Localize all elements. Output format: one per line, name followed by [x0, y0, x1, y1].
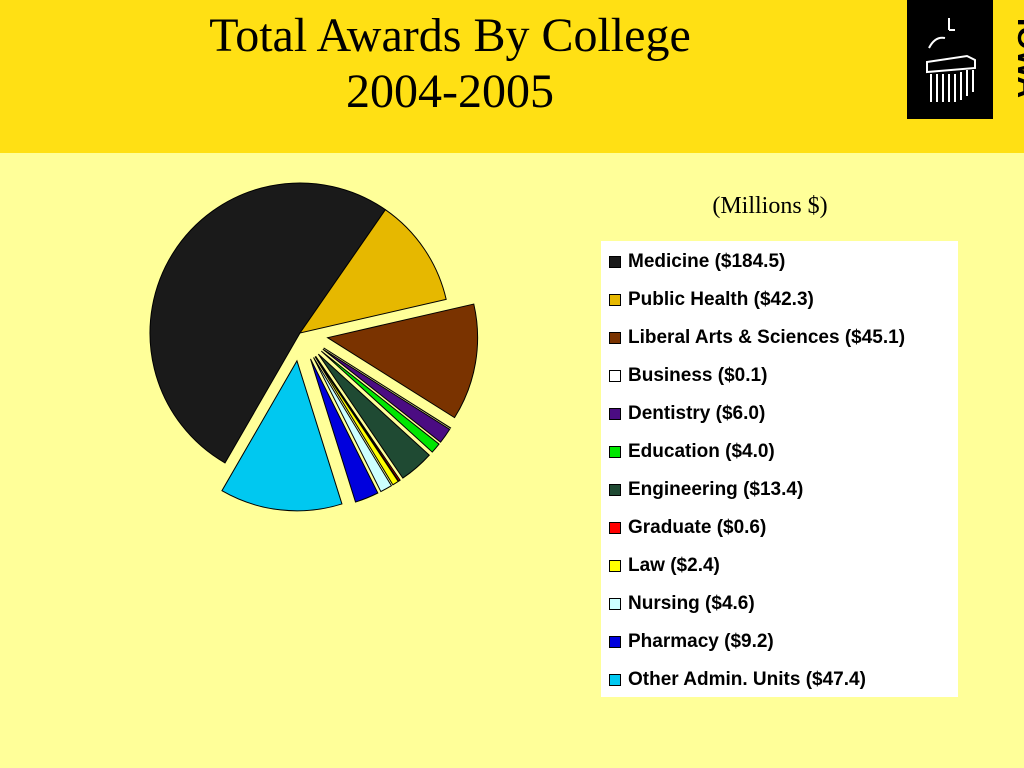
legend-item: Medicine ($184.5) — [609, 247, 785, 277]
legend-swatch — [609, 256, 621, 268]
legend-label: Graduate ($0.6) — [628, 517, 767, 538]
pie-slice-business — [323, 347, 452, 429]
units-label: (Millions $) — [712, 193, 828, 219]
legend-label: Public Health ($42.3) — [628, 289, 814, 310]
legend-label: Education ($4.0) — [628, 441, 775, 462]
legend-swatch — [609, 408, 621, 420]
legend-swatch — [609, 598, 621, 610]
pie-slice-nursing — [313, 357, 393, 493]
legend-label: Law ($2.4) — [628, 555, 720, 576]
legend-swatch — [609, 560, 621, 572]
legend-label: Pharmacy ($9.2) — [628, 631, 774, 652]
legend-swatch — [609, 484, 621, 496]
legend-label: Medicine ($184.5) — [628, 251, 786, 272]
legend-item: Graduate ($0.6) — [609, 513, 766, 543]
header-band — [0, 0, 1024, 153]
legend-item: Business ($0.1) — [609, 361, 767, 391]
chart-legend: Medicine ($184.5) Public Health ($42.3) Li… — [601, 241, 958, 697]
legend-item: Other Admin. Units ($47.4) — [609, 665, 866, 695]
legend-item: Dentistry ($6.0) — [609, 399, 765, 429]
legend-swatch — [609, 446, 621, 458]
pie-slice-engineering — [317, 353, 430, 479]
legend-label: Other Admin. Units ($47.4) — [628, 669, 866, 690]
pie-chart — [149, 182, 479, 512]
legend-swatch — [609, 294, 621, 306]
pie-slice-public-health — [298, 208, 447, 334]
legend-swatch — [609, 522, 621, 534]
pie-slices — [149, 182, 479, 512]
legend-swatch — [609, 674, 621, 686]
pie-slice-other-admin-units — [221, 359, 343, 512]
legend-swatch — [609, 370, 621, 382]
legend-item: Law ($2.4) — [609, 551, 720, 581]
pie-slice-dentistry — [322, 348, 451, 443]
legend-label: Dentistry ($6.0) — [628, 403, 766, 424]
legend-swatch — [609, 636, 621, 648]
legend-item: Education ($4.0) — [609, 437, 775, 467]
slide-title: Total Awards By College 2004-2005 — [0, 8, 900, 120]
iowa-logo: IOWA — [907, 0, 1024, 119]
legend-label: Engineering ($13.4) — [628, 479, 804, 500]
pie-slice-education — [321, 350, 440, 453]
iowa-logo-graphic: IOWA — [907, 0, 1024, 119]
legend-item: Liberal Arts & Sciences ($45.1) — [609, 323, 905, 353]
pie-slice-law — [314, 356, 399, 486]
legend-item: Pharmacy ($9.2) — [609, 627, 774, 657]
slide-title-line-2: 2004-2005 — [346, 65, 554, 118]
slide-title-line-1: Total Awards By College — [209, 9, 691, 62]
legend-label: Nursing ($4.6) — [628, 593, 755, 614]
legend-item: Engineering ($13.4) — [609, 475, 803, 505]
iowa-wordmark: IOWA — [1011, 18, 1024, 98]
legend-label: Liberal Arts & Sciences ($45.1) — [628, 327, 906, 348]
pie-slice-graduate — [315, 355, 401, 482]
pie-slice-liberal-arts-sciences — [326, 303, 479, 419]
legend-item: Nursing ($4.6) — [609, 589, 755, 619]
pie-slice-pharmacy — [310, 358, 379, 503]
legend-item: Public Health ($42.3) — [609, 285, 814, 315]
legend-swatch — [609, 332, 621, 344]
legend-label: Business ($0.1) — [628, 365, 768, 386]
pie-slice-medicine — [149, 182, 387, 464]
